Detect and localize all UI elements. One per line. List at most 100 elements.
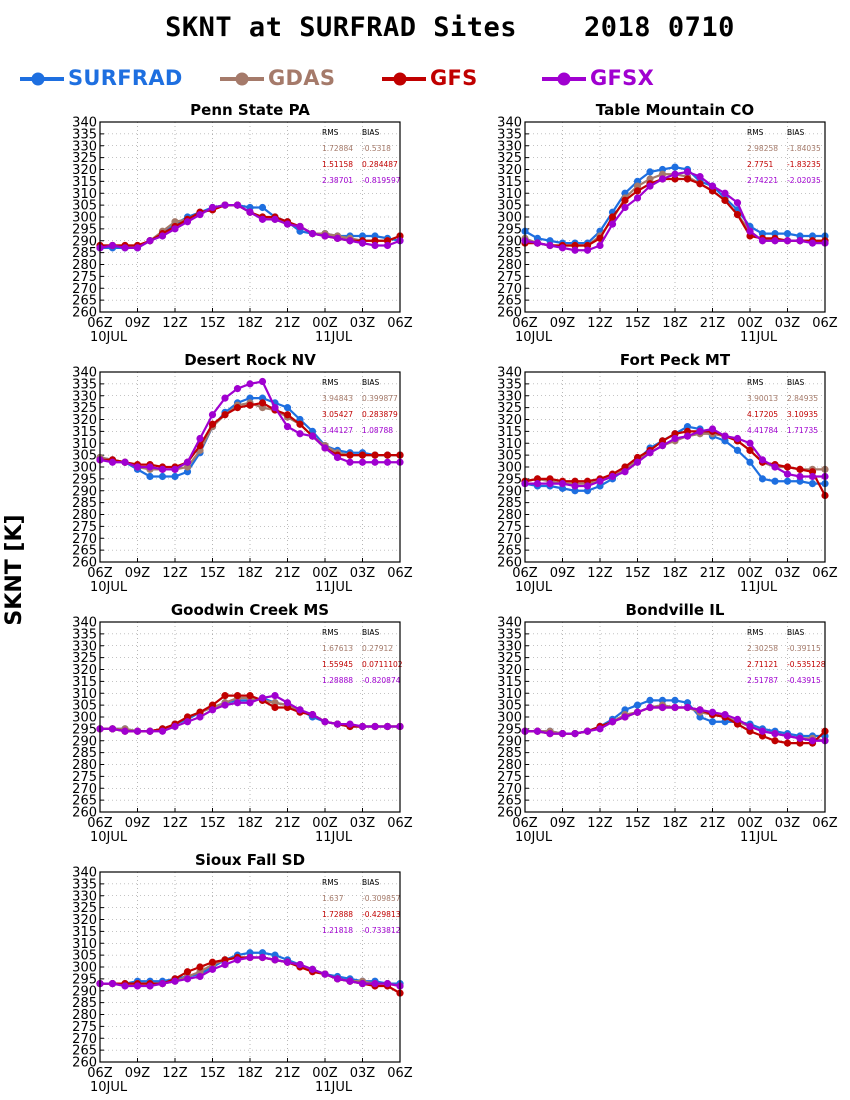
stats-bias-value: -0.819597 (362, 176, 401, 185)
y-tick-label: 275 (72, 1020, 97, 1035)
legend-marker-gdas (220, 72, 264, 86)
data-point (358, 458, 367, 466)
data-point (371, 458, 379, 466)
stats-bias-value: -0.309857 (362, 894, 401, 903)
data-point (771, 477, 779, 485)
x-date-label: 10JUL (90, 1080, 128, 1095)
data-point (783, 463, 792, 471)
x-tick-label: 00Z (312, 1066, 338, 1081)
y-tick-label: 300 (72, 211, 97, 226)
data-point (221, 394, 229, 402)
stats-rms-value: 1.28888 (322, 676, 353, 685)
data-point (796, 734, 804, 742)
data-point (308, 965, 317, 973)
data-point (258, 215, 267, 223)
y-tick-label: 300 (497, 711, 522, 726)
x-tick-label: 09Z (125, 316, 151, 331)
data-point (658, 703, 667, 712)
stats-bias-value: -2.02035 (787, 176, 821, 185)
stats-bias-value: 1.08788 (362, 426, 393, 435)
data-point (283, 220, 292, 228)
chart-title: Fort Peck MT (620, 351, 731, 369)
data-point (371, 980, 379, 988)
y-tick-label: 335 (497, 627, 522, 642)
data-point (608, 472, 617, 481)
y-tick-label: 315 (72, 675, 97, 690)
stats-bias-value: 3.10935 (787, 410, 818, 419)
data-point (196, 963, 204, 971)
data-point (333, 720, 342, 728)
data-point (321, 444, 329, 452)
data-point (208, 420, 217, 428)
y-tick-label: 265 (497, 294, 522, 309)
plot-frame (99, 871, 401, 1063)
data-point (708, 718, 717, 726)
data-point (246, 401, 254, 409)
stats-bias-value: -1.83235 (787, 160, 821, 169)
data-point (208, 203, 217, 212)
stats-bias-value: -0.733812 (362, 926, 401, 935)
data-point (733, 446, 742, 454)
y-tick-label: 285 (72, 996, 97, 1011)
x-date-label: 11JUL (315, 330, 353, 345)
chart-panel-goodwin-creek-ms: Goodwin Creek MS 260265270275280285290295… (72, 601, 413, 845)
data-point (133, 982, 142, 990)
x-tick-label: 06Z (812, 566, 838, 581)
data-point (621, 713, 629, 721)
x-tick-label: 15Z (625, 816, 651, 831)
data-point (571, 246, 579, 254)
data-point (733, 211, 742, 219)
y-tick-label: 280 (72, 758, 97, 773)
data-point (158, 727, 167, 735)
data-point (221, 411, 229, 419)
y-tick-label: 330 (72, 389, 97, 404)
plot-frame (524, 371, 826, 563)
stats-rms-value: 2.38701 (322, 176, 353, 185)
stats-bias-value: -0.820874 (362, 676, 401, 685)
x-tick-label: 12Z (162, 316, 188, 331)
y-tick-label: 320 (72, 913, 97, 928)
data-point (283, 958, 292, 966)
x-tick-label: 00Z (737, 316, 763, 331)
y-tick-label: 325 (72, 401, 97, 416)
x-date-label: 10JUL (515, 580, 553, 595)
y-tick-label: 260 (72, 556, 97, 571)
y-tick-label: 290 (497, 234, 522, 249)
data-point (646, 449, 654, 457)
data-point (658, 175, 667, 183)
legend-marker-surfrad (20, 72, 64, 86)
y-tick-label: 275 (72, 520, 97, 535)
x-tick-label: 15Z (200, 566, 226, 581)
stats-header-rms: RMS (322, 628, 339, 637)
y-tick-label: 265 (72, 1044, 97, 1059)
data-point (583, 727, 592, 735)
y-tick-label: 285 (497, 496, 522, 511)
y-tick-label: 270 (72, 532, 97, 547)
data-point (171, 465, 179, 473)
data-point (296, 430, 304, 438)
chart-title: Penn State PA (190, 101, 310, 119)
y-tick-label: 330 (72, 139, 97, 154)
y-tick-label: 335 (497, 127, 522, 142)
x-tick-label: 21Z (275, 316, 301, 331)
stats-header-bias: BIAS (362, 878, 379, 887)
stats-rms-value: 3.44127 (322, 426, 353, 435)
x-tick-label: 09Z (550, 316, 576, 331)
y-tick-label: 275 (72, 270, 97, 285)
stats-rms-value: 3.05427 (322, 410, 353, 419)
x-tick-label: 06Z (87, 566, 113, 581)
stats-header-rms: RMS (747, 128, 764, 137)
data-point (683, 432, 692, 440)
data-point (146, 463, 154, 471)
data-point (721, 189, 729, 197)
data-point (271, 404, 279, 412)
data-point (271, 956, 279, 964)
data-point (808, 472, 817, 481)
chart-title: Desert Rock NV (184, 351, 316, 369)
data-point (783, 470, 792, 478)
stats-rms-value: 1.72888 (322, 910, 353, 919)
y-tick-label: 260 (72, 1056, 97, 1071)
y-tick-label: 310 (497, 187, 522, 202)
y-tick-label: 265 (497, 544, 522, 559)
